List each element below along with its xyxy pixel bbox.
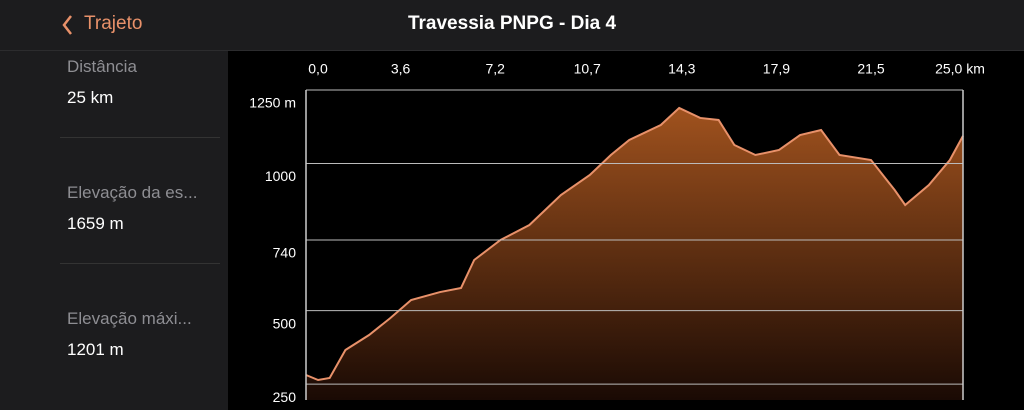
stat: Distância 25 km xyxy=(60,11,220,138)
x-tick-label: 7,2 xyxy=(485,61,505,77)
y-tick-label: 740 xyxy=(273,245,297,261)
x-tick-label: 0,0 xyxy=(308,61,328,77)
back-button[interactable]: Trajeto xyxy=(84,13,143,34)
back-chevron[interactable] xyxy=(58,0,78,50)
stat: Elevação da es... 1659 m xyxy=(60,137,220,264)
x-tick-label: 21,5 xyxy=(857,61,884,77)
stat: Elevação máxi... 1201 m xyxy=(60,263,220,389)
y-tick-label: 1000 xyxy=(265,168,296,184)
stat-value: 1201 m xyxy=(67,340,124,359)
y-tick-label: 250 xyxy=(273,389,297,405)
x-tick-label: 25,0 km xyxy=(935,61,985,77)
header: Trajeto Travessia PNPG - Dia 4 xyxy=(0,0,1024,51)
x-tick-label: 3,6 xyxy=(391,61,411,77)
x-tick-label: 10,7 xyxy=(574,61,601,77)
x-tick-label: 14,3 xyxy=(668,61,695,77)
title: Travessia PNPG - Dia 4 xyxy=(407,13,617,34)
x-tick-label: 17,9 xyxy=(763,61,790,77)
stat-value: 1659 m xyxy=(67,214,124,233)
y-tick-label: 1250 m xyxy=(249,95,296,111)
stat-value: 25 km xyxy=(67,88,114,107)
stat-label: Elevação máxi... xyxy=(67,309,192,328)
elevation-line xyxy=(305,106,964,382)
stat-label: Elevação da es... xyxy=(67,183,198,202)
sidebar: Distância 25 km Elevação da es... 1659 m E… xyxy=(0,51,228,410)
y-tick-label: 500 xyxy=(273,315,297,331)
stat-label: Distância xyxy=(67,57,137,76)
area-fill xyxy=(306,107,963,401)
